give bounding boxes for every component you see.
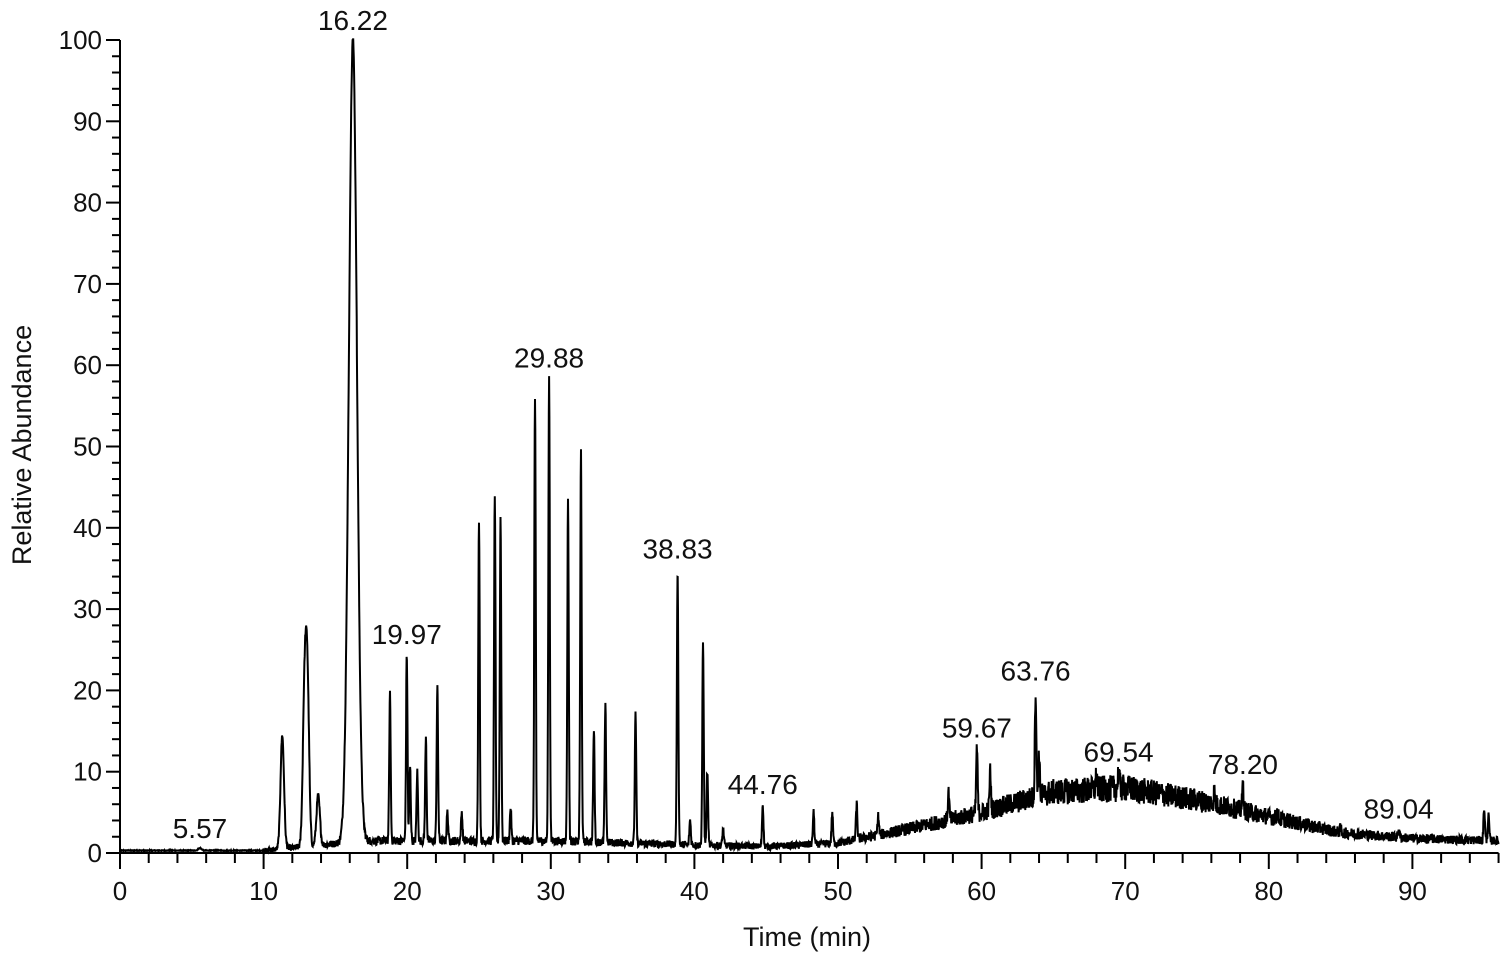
x-tick-label: 60: [967, 876, 996, 906]
peak-label: 59.67: [942, 712, 1012, 743]
axes: 0 10 20 30 40 50 60 70 80 90 0 10 20 30 40 50 60 70 80 90 10…: [59, 25, 1500, 906]
x-tick-label: 50: [824, 876, 853, 906]
peak-label: 89.04: [1364, 794, 1434, 825]
y-tick-label: 50: [73, 432, 102, 462]
x-tick-label: 70: [1111, 876, 1140, 906]
y-tick-label: 0: [88, 838, 102, 868]
y-tick-label: 30: [73, 594, 102, 624]
x-tick-label: 90: [1398, 876, 1427, 906]
peak-label: 44.76: [728, 769, 798, 800]
y-tick-label: 100: [59, 25, 102, 55]
y-tick-label: 10: [73, 757, 102, 787]
y-tick-label: 40: [73, 513, 102, 543]
x-tick-label: 30: [536, 876, 565, 906]
peak-label: 19.97: [372, 619, 442, 650]
peak-label: 69.54: [1084, 737, 1154, 768]
peak-label: 5.57: [173, 813, 228, 844]
x-tick-label: 10: [249, 876, 278, 906]
y-tick-label: 70: [73, 269, 102, 299]
y-tick-label: 60: [73, 350, 102, 380]
peak-annotations: 5.57 16.22 19.97 29.88 38.83 44.76 59.67 63.76 6…: [173, 5, 1434, 844]
x-tick-label: 20: [393, 876, 422, 906]
x-tick-label: 80: [1254, 876, 1283, 906]
x-tick-label: 0: [113, 876, 127, 906]
y-tick-label: 80: [73, 188, 102, 218]
peak-label: 63.76: [1001, 655, 1071, 686]
x-axis-label: Time (min): [743, 922, 871, 952]
peak-label: 78.20: [1208, 749, 1278, 780]
peak-label: 16.22: [318, 5, 388, 36]
chromatogram-trace: [119, 38, 1500, 856]
y-tick-label: 90: [73, 106, 102, 136]
y-tick-label: 20: [73, 675, 102, 705]
y-axis-label: Relative Abundance: [7, 325, 37, 565]
x-tick-label: 40: [680, 876, 709, 906]
peak-label: 29.88: [514, 342, 584, 373]
peak-label: 38.83: [643, 533, 713, 564]
